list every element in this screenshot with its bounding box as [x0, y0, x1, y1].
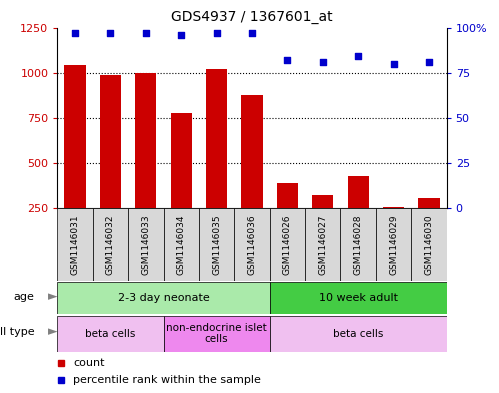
Point: [354, 53, 362, 60]
Text: count: count: [73, 358, 104, 367]
Text: 2-3 day neonate: 2-3 day neonate: [118, 293, 210, 303]
Text: GSM1146036: GSM1146036: [248, 214, 256, 275]
Bar: [64, 64, 86, 208]
Bar: [411, 208, 447, 281]
Text: percentile rank within the sample: percentile rank within the sample: [73, 375, 261, 385]
Text: ►: ►: [48, 290, 57, 303]
Bar: [269, 282, 447, 314]
Bar: [312, 195, 333, 208]
Bar: [93, 208, 128, 281]
Point: [142, 30, 150, 36]
Point: [213, 30, 221, 36]
Bar: [347, 176, 369, 208]
Title: GDS4937 / 1367601_at: GDS4937 / 1367601_at: [171, 10, 333, 24]
Point: [425, 59, 433, 65]
Bar: [235, 208, 269, 281]
Text: ►: ►: [48, 325, 57, 338]
Bar: [383, 207, 404, 208]
Bar: [171, 113, 192, 208]
Text: GSM1146033: GSM1146033: [141, 214, 150, 275]
Text: beta cells: beta cells: [333, 329, 383, 339]
Bar: [57, 208, 93, 281]
Point: [319, 59, 327, 65]
Bar: [57, 282, 269, 314]
Point: [248, 30, 256, 36]
Point: [177, 31, 185, 38]
Bar: [206, 69, 227, 208]
Bar: [340, 208, 376, 281]
Bar: [100, 75, 121, 208]
Bar: [305, 208, 340, 281]
Text: 10 week adult: 10 week adult: [319, 293, 398, 303]
Point: [71, 30, 79, 36]
Text: GSM1146035: GSM1146035: [212, 214, 221, 275]
Point: [390, 61, 398, 67]
Point: [283, 57, 291, 63]
Text: GSM1146030: GSM1146030: [425, 214, 434, 275]
Bar: [418, 198, 440, 208]
Bar: [269, 316, 447, 352]
Bar: [135, 73, 157, 208]
Bar: [376, 208, 411, 281]
Text: GSM1146028: GSM1146028: [354, 215, 363, 275]
Text: non-endocrine islet
cells: non-endocrine islet cells: [166, 323, 267, 344]
Text: age: age: [13, 292, 34, 302]
Text: GSM1146026: GSM1146026: [283, 215, 292, 275]
Text: GSM1146027: GSM1146027: [318, 215, 327, 275]
Bar: [57, 316, 164, 352]
Bar: [277, 183, 298, 208]
Text: beta cells: beta cells: [85, 329, 136, 339]
Text: cell type: cell type: [0, 327, 34, 337]
Point: [106, 30, 114, 36]
Bar: [269, 208, 305, 281]
Text: GSM1146032: GSM1146032: [106, 215, 115, 275]
Text: GSM1146034: GSM1146034: [177, 215, 186, 275]
Bar: [164, 208, 199, 281]
Bar: [199, 208, 235, 281]
Bar: [242, 95, 262, 208]
Text: GSM1146029: GSM1146029: [389, 215, 398, 275]
Bar: [164, 316, 269, 352]
Bar: [128, 208, 164, 281]
Text: GSM1146031: GSM1146031: [70, 214, 79, 275]
